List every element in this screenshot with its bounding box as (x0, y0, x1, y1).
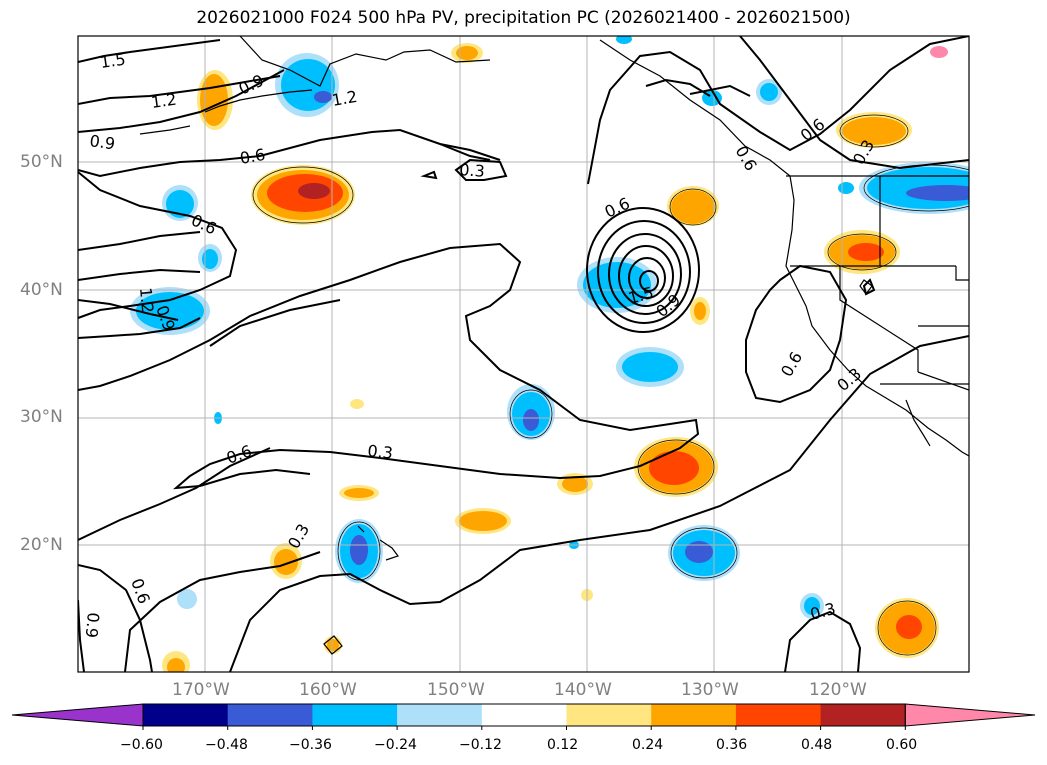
contour-label: 0.3 (833, 364, 865, 395)
lat-label: 40°N (20, 280, 63, 300)
contour-label: 0.9 (88, 131, 116, 153)
colorbar-tick-label: 0.12 (547, 737, 579, 753)
precip-negative-blob (583, 262, 651, 308)
colorbar-segment (397, 704, 483, 726)
contour-label: 1.2 (330, 87, 358, 110)
colorbar-tick-label: 0.24 (632, 737, 664, 753)
precip-positive-blob (350, 399, 364, 409)
colorbar-segment (651, 704, 737, 726)
precip-positive-blob (694, 302, 706, 320)
lat-label: 20°N (20, 535, 63, 555)
precip-negative-blob (281, 59, 335, 111)
lon-label: 160°W (299, 680, 357, 700)
precip-negative-blob (804, 597, 820, 615)
colorbar-tick-label: 0.48 (801, 737, 833, 753)
contour-label: 0.6 (732, 143, 761, 175)
contour-label: 0.3 (367, 441, 394, 463)
map-gridlines (78, 36, 969, 672)
colorbar-segment (481, 704, 567, 726)
precip-positive-blob (649, 451, 699, 485)
contour-label: 0.6 (797, 115, 829, 146)
precip-positive-blob (842, 117, 906, 145)
colorbar-tick-label: −0.36 (289, 737, 332, 753)
map-frame (77, 35, 970, 673)
contour-label: 0.6 (224, 441, 254, 468)
colorbar-segment (735, 704, 822, 726)
colorbar-tick-label: 0.60 (886, 737, 918, 753)
colorbar (11, 703, 1036, 730)
precip-positive-blob (562, 476, 588, 492)
contour-label: 0.6 (238, 145, 266, 168)
precip-negative-blob (166, 190, 194, 218)
colorbar-extend-max (904, 703, 1036, 727)
colorbar-segment (143, 704, 229, 726)
precip-positive-blob (896, 615, 922, 639)
pv-contours (78, 36, 969, 672)
coastlines (139, 36, 969, 655)
colorbar-segment (566, 704, 652, 726)
precip-positive-blob (671, 190, 715, 224)
precip-negative-blob (136, 292, 204, 330)
contour-label: 0.3 (459, 160, 486, 181)
lat-label: 50°N (20, 152, 63, 172)
precip-negative-blob (350, 535, 368, 565)
precip-positive-blob (848, 243, 884, 261)
lon-label: 130°W (681, 680, 739, 700)
colorbar-extend-min (11, 703, 144, 727)
precip-anomaly-shading (130, 36, 969, 672)
map-title: 2026021000 F024 500 hPa PV, precipitatio… (196, 8, 851, 28)
precip-positive-blob (459, 511, 507, 531)
colorbar-segment (227, 704, 313, 726)
precip-positive-blob (327, 639, 339, 651)
precip-negative-blob (177, 589, 197, 609)
precip-positive-blob (274, 549, 298, 575)
lon-label: 170°W (172, 680, 230, 700)
contour-label: 0.9 (82, 612, 103, 639)
precip-negative-blob (202, 249, 218, 269)
lon-label: 150°W (427, 680, 485, 700)
precip-negative-blob (685, 541, 713, 563)
contour-label: 1.2 (150, 90, 178, 112)
lon-label: 120°W (809, 680, 867, 700)
precip-negative-blob (622, 352, 678, 382)
precip-negative-blob (906, 185, 969, 201)
precip-negative-blob (523, 409, 539, 431)
precip-outlines (252, 114, 969, 656)
lat-label: 30°N (20, 407, 63, 427)
colorbar-segment (312, 704, 398, 726)
precip-negative-blob (314, 91, 332, 103)
precip-negative-blob (760, 83, 778, 101)
colorbar-segment (820, 704, 906, 726)
colorbar-tick-label: −0.48 (205, 737, 248, 753)
precip-positive-blob (200, 74, 228, 126)
contour-label: 0.6 (777, 348, 806, 380)
precip-positive-blob (298, 183, 330, 199)
precip-positive-blob (344, 488, 374, 498)
lon-label: 140°W (554, 680, 612, 700)
colorbar-tick-label: 0.36 (716, 737, 748, 753)
precip-positive-blob (930, 46, 948, 58)
precip-negative-blob (616, 36, 632, 44)
colorbar-outline (142, 703, 906, 727)
colorbar-tick-label: −0.12 (459, 737, 502, 753)
precip-positive-blob (167, 658, 185, 672)
colorbar-tick-label: −0.60 (120, 737, 163, 753)
colorbar-tick-label: −0.24 (374, 737, 417, 753)
contour-label: 1.2 (136, 287, 157, 314)
precip-negative-blob (838, 182, 854, 194)
precip-positive-blob (456, 46, 478, 60)
contour-label: 1.5 (99, 50, 127, 72)
contour-label: 0.6 (602, 194, 633, 222)
